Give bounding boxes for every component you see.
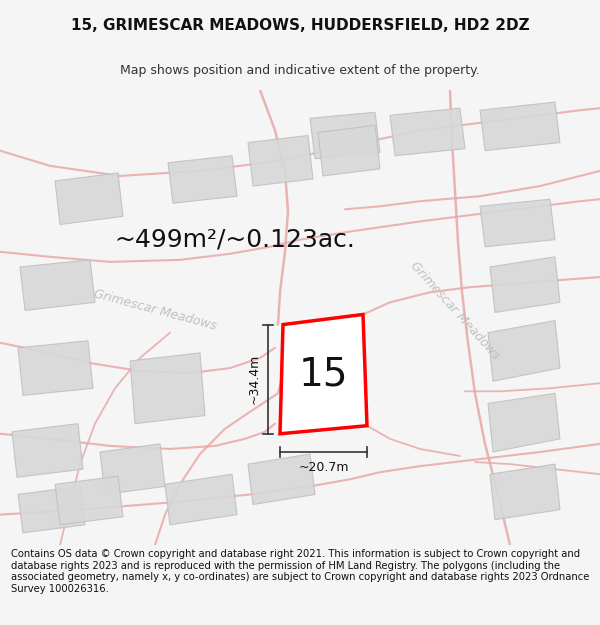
Polygon shape [130, 353, 205, 424]
Polygon shape [480, 199, 555, 247]
Polygon shape [100, 444, 165, 494]
Polygon shape [20, 260, 95, 311]
Text: ~499m²/~0.123ac.: ~499m²/~0.123ac. [115, 228, 355, 252]
Polygon shape [480, 102, 560, 151]
Polygon shape [310, 112, 380, 159]
Polygon shape [12, 424, 83, 478]
Polygon shape [165, 474, 237, 525]
Polygon shape [55, 173, 123, 224]
Polygon shape [318, 126, 380, 176]
Polygon shape [18, 341, 93, 396]
Text: Contains OS data © Crown copyright and database right 2021. This information is : Contains OS data © Crown copyright and d… [11, 549, 589, 594]
Text: Map shows position and indicative extent of the property.: Map shows position and indicative extent… [120, 64, 480, 77]
Polygon shape [390, 108, 465, 156]
Text: Grimescar Meadows: Grimescar Meadows [408, 259, 502, 362]
Polygon shape [490, 257, 560, 312]
Text: 15: 15 [299, 356, 348, 394]
Polygon shape [55, 476, 123, 525]
Text: 15, GRIMESCAR MEADOWS, HUDDERSFIELD, HD2 2DZ: 15, GRIMESCAR MEADOWS, HUDDERSFIELD, HD2… [71, 18, 529, 32]
Polygon shape [248, 454, 315, 504]
Polygon shape [490, 464, 560, 520]
Polygon shape [488, 321, 560, 381]
Text: ~34.4m: ~34.4m [248, 354, 260, 404]
Polygon shape [488, 393, 560, 452]
Polygon shape [280, 314, 367, 434]
Polygon shape [18, 486, 85, 533]
Text: Grimescar Meadows: Grimescar Meadows [92, 288, 218, 333]
Text: ~20.7m: ~20.7m [298, 461, 349, 474]
Polygon shape [300, 339, 355, 393]
Polygon shape [248, 136, 313, 186]
Polygon shape [168, 156, 237, 203]
